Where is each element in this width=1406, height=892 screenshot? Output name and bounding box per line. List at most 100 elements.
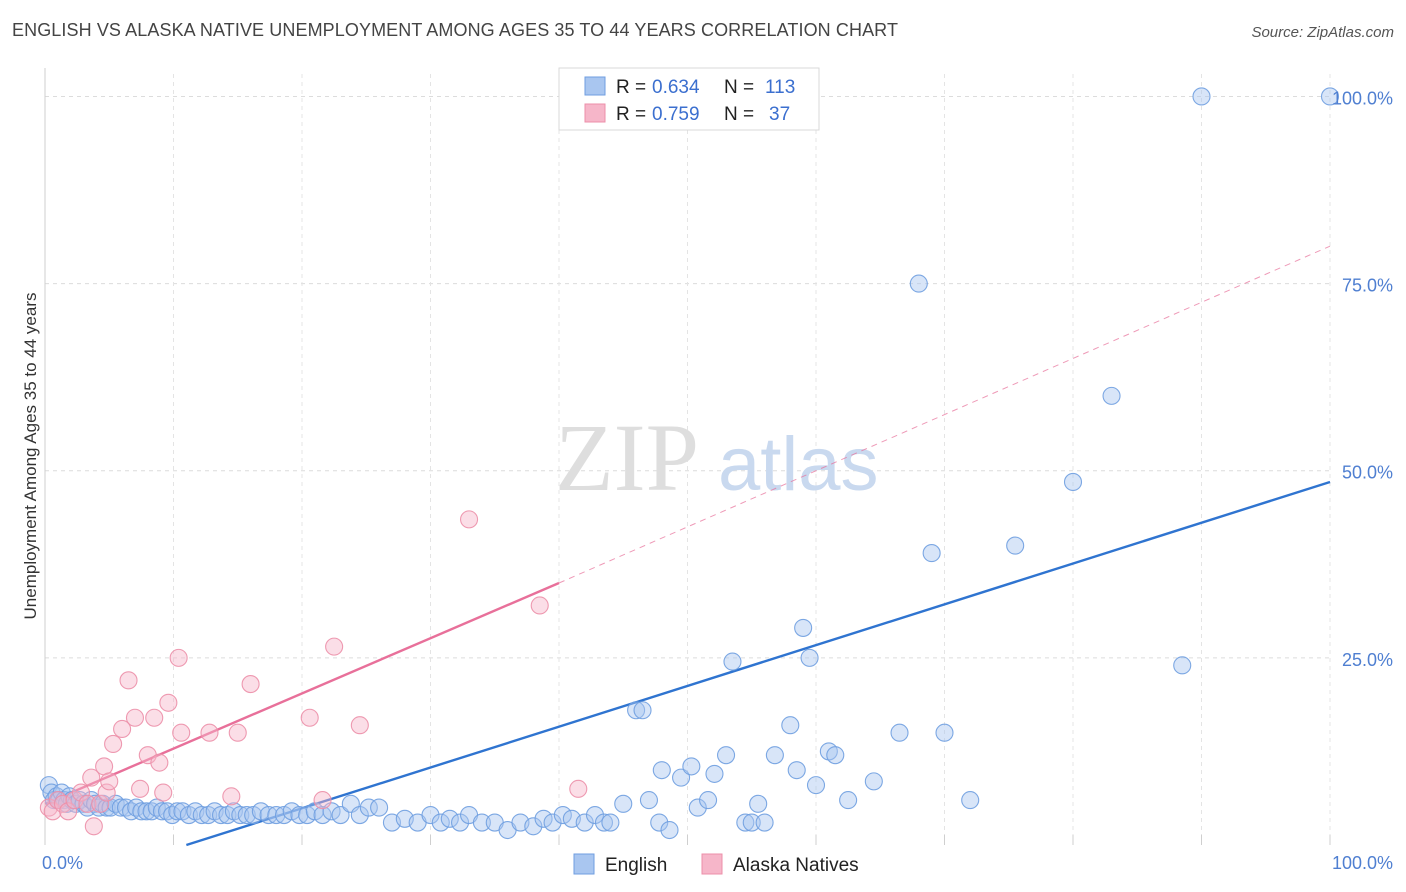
- trend-line: [185, 480, 1331, 847]
- data-point: [794, 618, 813, 637]
- y-axis-label: Unemployment Among Ages 35 to 44 years: [21, 293, 40, 620]
- data-point: [716, 746, 736, 765]
- data-point: [935, 723, 954, 742]
- x-tick-label: 0.0%: [42, 853, 83, 873]
- data-point: [104, 734, 123, 753]
- data-point: [627, 701, 646, 720]
- stats-n-value-english: 113: [765, 77, 795, 98]
- data-point: [95, 757, 114, 776]
- data-point: [787, 761, 806, 780]
- data-point: [172, 723, 191, 742]
- data-point: [839, 791, 858, 810]
- data-point: [806, 776, 826, 795]
- data-point: [169, 648, 188, 667]
- data-point: [222, 787, 241, 806]
- data-point: [313, 791, 332, 810]
- data-point: [300, 708, 319, 727]
- stats-r-value-english: 0.634: [652, 77, 700, 98]
- data-point: [594, 813, 614, 832]
- data-point: [451, 813, 470, 832]
- data-point: [331, 806, 350, 825]
- data-point: [237, 806, 256, 825]
- data-point: [543, 813, 562, 832]
- data-point: [705, 764, 724, 783]
- stats-r-label-english: R =: [616, 77, 646, 98]
- watermark-atlas: atlas: [718, 422, 879, 507]
- data-point: [359, 798, 378, 817]
- stats-n-label-alaska: N =: [724, 104, 754, 125]
- data-point: [723, 652, 742, 671]
- data-point: [137, 802, 156, 821]
- data-point: [614, 794, 633, 813]
- stats-r-label-alaska: R =: [616, 104, 646, 125]
- data-point: [800, 648, 819, 667]
- data-point: [864, 772, 883, 791]
- data-point: [1320, 87, 1340, 106]
- data-point: [688, 798, 707, 817]
- data-point: [672, 768, 691, 787]
- axis-ticks: 25.0% 50.0% 75.0% 100.0% 0.0% 100.0%: [42, 88, 1393, 873]
- data-point: [154, 783, 173, 802]
- y-tick-label: 25.0%: [1342, 650, 1393, 670]
- data-point: [682, 757, 701, 776]
- data-point: [472, 813, 491, 832]
- stats-swatch-english: [584, 76, 606, 96]
- stats-n-label-english: N =: [724, 77, 754, 98]
- data-point: [585, 806, 605, 825]
- data-point: [350, 716, 369, 735]
- data-point: [97, 783, 116, 802]
- data-point: [922, 544, 941, 563]
- data-point: [200, 723, 219, 742]
- data-point: [78, 794, 97, 813]
- y-tick-label: 50.0%: [1342, 463, 1393, 483]
- legend-label-alaska: Alaska Natives: [733, 855, 859, 876]
- legend-label-english: English: [605, 855, 667, 876]
- data-point: [421, 806, 440, 825]
- legend: English Alaska Natives: [573, 853, 859, 876]
- data-point: [699, 791, 718, 810]
- data-point: [228, 723, 247, 742]
- data-point: [231, 806, 250, 825]
- legend-swatch-alaska: [701, 853, 723, 875]
- data-point: [100, 772, 119, 791]
- data-point: [1006, 536, 1025, 555]
- data-point: [601, 813, 620, 832]
- data-point: [459, 510, 479, 529]
- data-point: [633, 701, 652, 720]
- data-point: [826, 746, 845, 765]
- trend-line: [44, 581, 560, 805]
- x-tick-label: 100.0%: [1332, 853, 1393, 873]
- data-point: [150, 753, 169, 772]
- data-point: [313, 806, 332, 825]
- data-point: [325, 637, 344, 656]
- data-point: [290, 806, 309, 825]
- stats-box: R = 0.634 N = 113 R = 0.759 N = 37: [558, 67, 820, 131]
- data-point: [1192, 87, 1211, 106]
- stats-swatch-alaska: [584, 103, 606, 123]
- data-point: [91, 794, 110, 813]
- data-point: [639, 791, 659, 810]
- data-point: [890, 723, 909, 742]
- data-point: [909, 274, 928, 293]
- data-point: [530, 596, 549, 615]
- data-point: [168, 802, 187, 821]
- stats-r-value-alaska: 0.759: [652, 104, 700, 125]
- data-point: [43, 802, 62, 821]
- data-point: [259, 806, 278, 825]
- data-point: [742, 813, 761, 832]
- y-tick-label: 100.0%: [1332, 88, 1393, 108]
- data-point: [736, 813, 755, 832]
- chart-title: ENGLISH VS ALASKA NATIVE UNEMPLOYMENT AM…: [12, 20, 899, 40]
- data-point: [961, 791, 980, 810]
- data-point: [755, 813, 774, 832]
- data-point: [59, 802, 78, 821]
- data-point: [145, 708, 164, 727]
- watermark-zip: ZIP: [555, 404, 699, 511]
- data-point: [84, 817, 103, 836]
- data-point: [575, 813, 594, 832]
- trend-lines: [44, 245, 1331, 847]
- data-point: [440, 809, 459, 828]
- trend-line-extension: [558, 245, 1331, 584]
- series-alaska-natives: [39, 510, 588, 836]
